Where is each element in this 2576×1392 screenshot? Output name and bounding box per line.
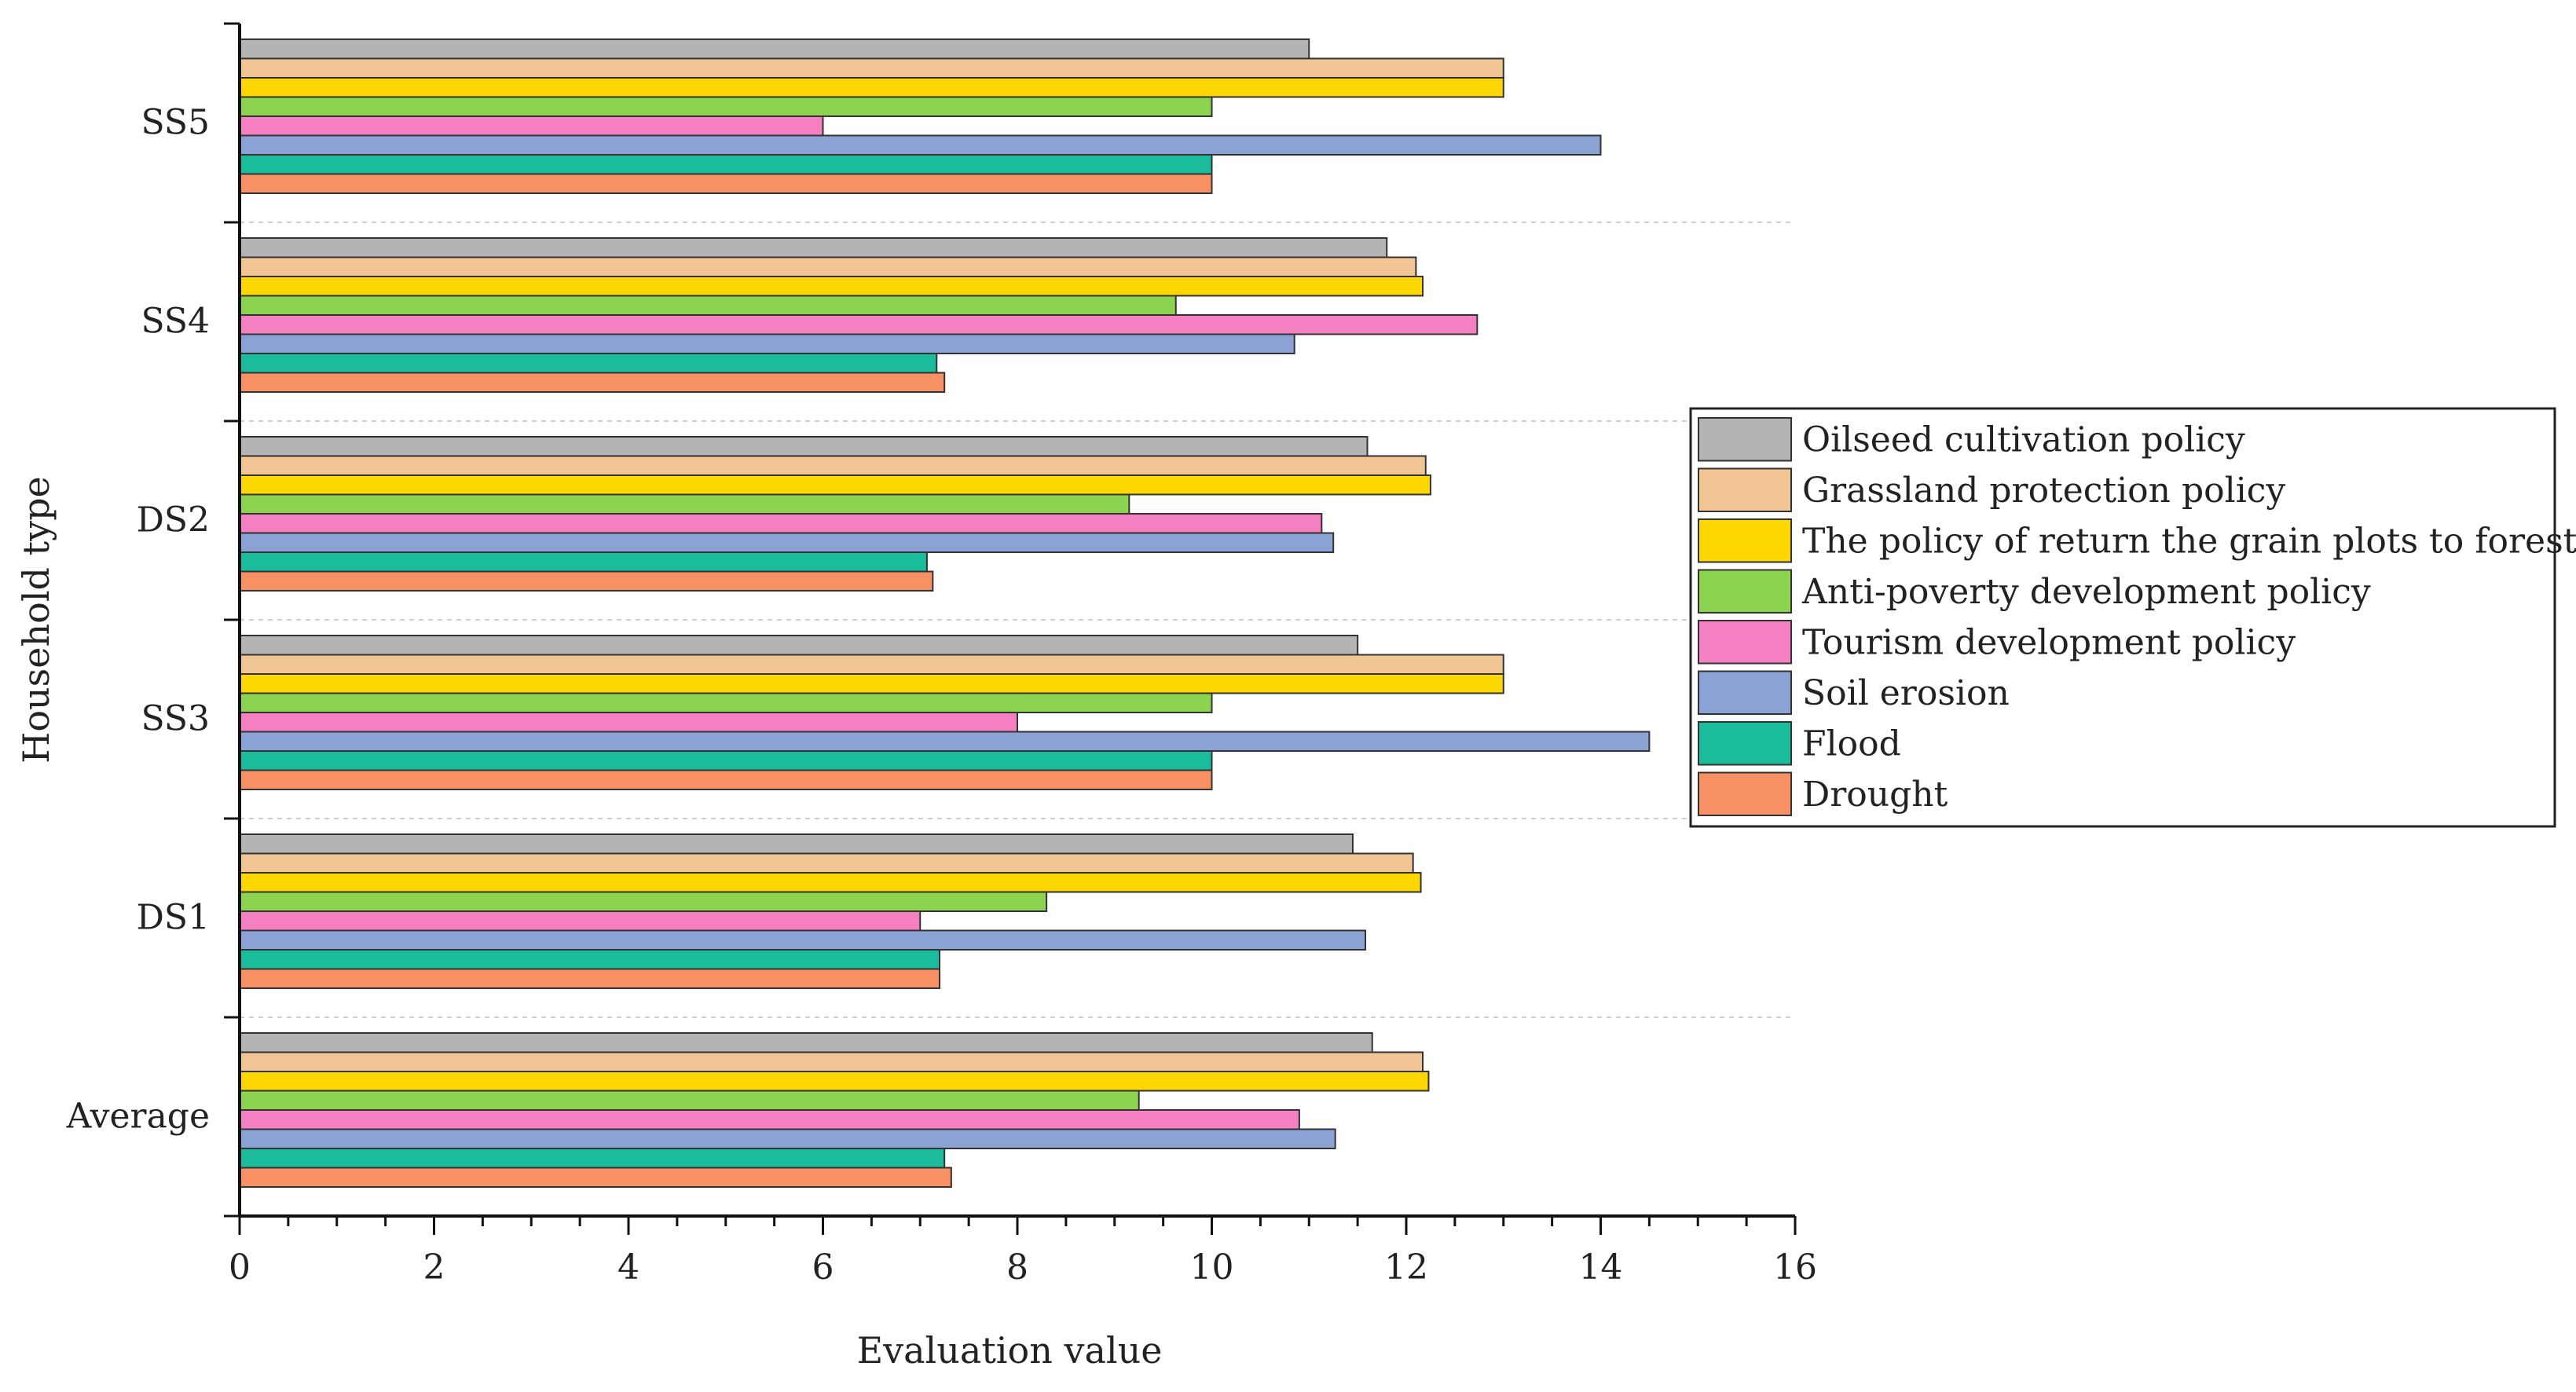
bar-ds2-3 bbox=[239, 474, 1431, 496]
y-tick-label: Average bbox=[66, 1097, 210, 1137]
bar-ss3-6 bbox=[239, 731, 1651, 752]
legend-swatch bbox=[1698, 721, 1792, 766]
legend-label: Soil erosion bbox=[1802, 673, 2010, 713]
bar-ds1-2 bbox=[239, 852, 1414, 874]
y-tick-label: DS2 bbox=[137, 500, 210, 540]
bar-ss5-4 bbox=[239, 96, 1213, 117]
bar-ds2-2 bbox=[239, 455, 1427, 476]
legend-swatch bbox=[1698, 771, 1792, 816]
bar-ss4-5 bbox=[239, 314, 1479, 335]
legend-swatch bbox=[1698, 569, 1792, 614]
bar-ss4-3 bbox=[239, 276, 1424, 297]
legend-box bbox=[1689, 407, 2556, 828]
bar-average-8 bbox=[239, 1167, 952, 1188]
bar-ss4-7 bbox=[239, 353, 938, 374]
x-tick-label: 0 bbox=[229, 1247, 251, 1288]
bar-ds1-7 bbox=[239, 949, 940, 970]
x-tick-label: 16 bbox=[1773, 1247, 1817, 1288]
y-tick-label: SS3 bbox=[141, 699, 210, 739]
x-tick-label: 12 bbox=[1384, 1247, 1428, 1288]
bar-ds2-4 bbox=[239, 493, 1130, 515]
y-tick-label: DS1 bbox=[137, 898, 210, 938]
bar-ds1-8 bbox=[239, 968, 940, 989]
bar-average-5 bbox=[239, 1109, 1300, 1130]
legend-swatch bbox=[1698, 620, 1792, 665]
bar-ss4-2 bbox=[239, 256, 1417, 277]
bar-ds2-8 bbox=[239, 570, 934, 592]
bar-ds1-3 bbox=[239, 872, 1422, 893]
bar-ss5-6 bbox=[239, 134, 1602, 156]
bar-ss5-1 bbox=[239, 38, 1310, 60]
bar-ss5-7 bbox=[239, 154, 1213, 175]
bar-average-1 bbox=[239, 1032, 1373, 1053]
y-axis-title: Household type bbox=[15, 476, 57, 764]
axis-layer: SS5 SS4 DS2 SS3 DS1 Average 0 2 4 6 8 10 12 14 16 bbox=[66, 22, 1817, 1288]
x-tick-label: 4 bbox=[617, 1247, 639, 1288]
legend-swatch bbox=[1698, 518, 1792, 563]
bar-ss3-4 bbox=[239, 692, 1213, 713]
bar-ds1-4 bbox=[239, 891, 1048, 912]
legend-label: Tourism development policy bbox=[1802, 622, 2296, 662]
bar-ds1-5 bbox=[239, 910, 922, 932]
x-tick-label: 10 bbox=[1190, 1247, 1234, 1288]
legend-swatch bbox=[1698, 467, 1792, 512]
bar-ss3-8 bbox=[239, 769, 1213, 790]
legend-label: The policy of return the grain plots to … bbox=[1802, 521, 2576, 561]
y-tick-label: SS4 bbox=[141, 302, 210, 342]
legend-label: Anti-poverty development policy bbox=[1801, 572, 2371, 612]
legend-swatch bbox=[1698, 670, 1792, 715]
grid-layer bbox=[240, 222, 1795, 1018]
bar-ds1-1 bbox=[239, 833, 1354, 855]
legend: Oilseed cultivation policy Grassland prot… bbox=[1689, 407, 2576, 828]
bar-ss5-8 bbox=[239, 173, 1213, 194]
bar-ss3-7 bbox=[239, 750, 1213, 771]
bar-ss5-3 bbox=[239, 77, 1504, 98]
x-axis-title: Evaluation value bbox=[857, 1329, 1163, 1372]
bar-average-3 bbox=[239, 1071, 1430, 1092]
bar-ss5-5 bbox=[239, 115, 824, 137]
x-tick-label: 8 bbox=[1006, 1247, 1028, 1288]
bar-average-4 bbox=[239, 1090, 1140, 1111]
bar-ss4-8 bbox=[239, 372, 946, 393]
bar-ss4-6 bbox=[239, 333, 1295, 354]
bar-ds2-6 bbox=[239, 532, 1335, 553]
legend-label: Oilseed cultivation policy bbox=[1802, 419, 2245, 460]
bar-average-2 bbox=[239, 1051, 1424, 1072]
bar-ds2-7 bbox=[239, 551, 928, 573]
legend-swatch bbox=[1698, 417, 1792, 462]
bar-ss4-1 bbox=[239, 237, 1388, 258]
bar-ds2-1 bbox=[239, 436, 1369, 457]
bar-ss5-2 bbox=[239, 57, 1504, 79]
bar-ss3-5 bbox=[239, 712, 1018, 733]
bars-layer bbox=[239, 38, 1651, 1188]
bar-ss3-3 bbox=[239, 673, 1504, 694]
x-tick-label: 2 bbox=[423, 1247, 445, 1288]
bar-average-6 bbox=[239, 1128, 1336, 1149]
x-tick-label: 14 bbox=[1579, 1247, 1623, 1288]
legend-label: Flood bbox=[1802, 723, 1901, 764]
bar-ss4-4 bbox=[239, 295, 1177, 316]
bar-average-7 bbox=[239, 1148, 946, 1169]
bar-ss3-2 bbox=[239, 654, 1504, 675]
x-tick-label: 6 bbox=[812, 1247, 834, 1288]
bar-ds1-6 bbox=[239, 929, 1367, 951]
legend-label: Drought bbox=[1802, 775, 1948, 815]
y-tick-label: SS5 bbox=[141, 103, 210, 143]
bar-ds2-5 bbox=[239, 513, 1323, 534]
legend-label: Grassland protection policy bbox=[1802, 471, 2285, 511]
bar-ss3-1 bbox=[239, 635, 1359, 656]
